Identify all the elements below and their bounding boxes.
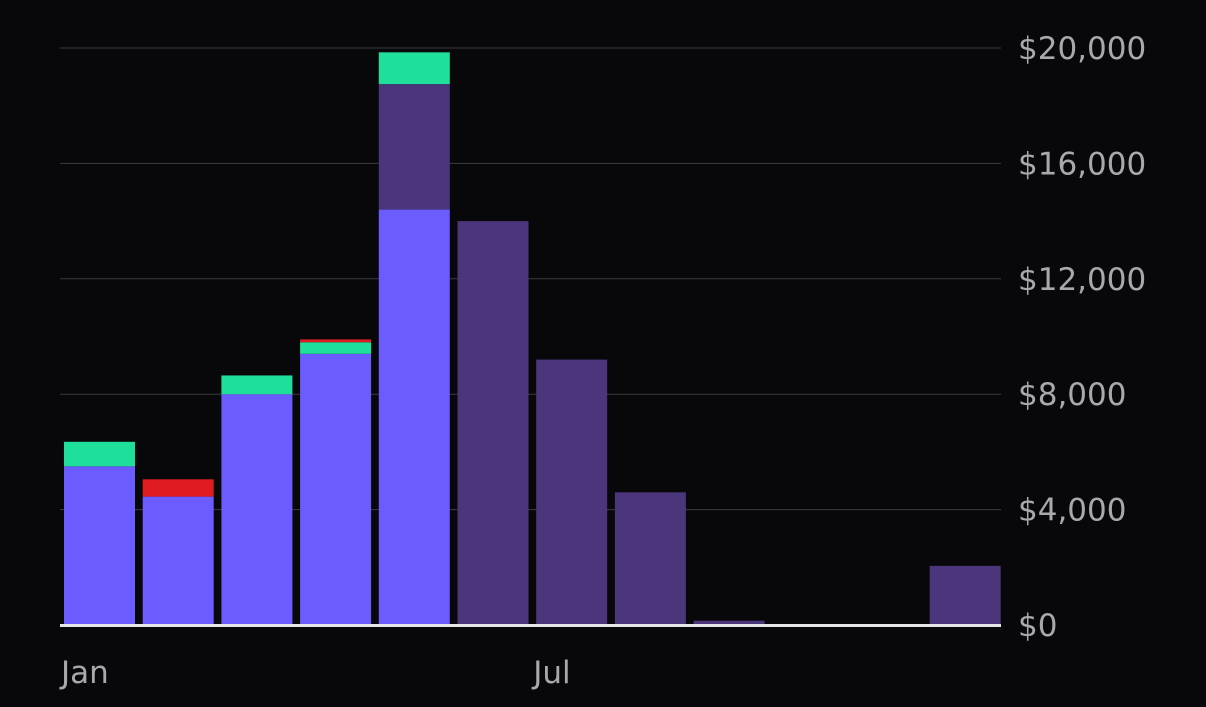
- bar-segment-aug-series-1: [614, 492, 686, 625]
- bar-segment-jan-series-2: [64, 441, 135, 467]
- bar-segment-apr-series-2: [300, 342, 372, 354]
- bar-segment-may-series-1: [378, 84, 450, 210]
- bar-segment-jun-series-1: [457, 221, 529, 625]
- bar-segment-sep-series-1: [693, 620, 765, 625]
- bar-segment-may-series-2: [378, 52, 450, 85]
- y-tick-label: $16,000: [1018, 146, 1146, 182]
- bar-segment-mar-series-2: [221, 375, 293, 395]
- y-tick-label: $8,000: [1018, 377, 1126, 413]
- gridlines: [60, 47, 1001, 511]
- x-tick-label: Jan: [59, 655, 109, 691]
- bar-segment-feb-series-0: [142, 496, 214, 625]
- bar-segment-jan-series-0: [64, 466, 135, 625]
- bar-segment-jul-series-1: [536, 359, 608, 625]
- bar-segment-apr-series-0: [300, 353, 372, 625]
- y-tick-label: $0: [1018, 608, 1057, 644]
- y-tick-label: $12,000: [1018, 262, 1146, 298]
- bar-segment-dec-series-1: [929, 565, 1001, 625]
- x-tick-label: Jul: [531, 655, 570, 691]
- bar-segment-apr-series-3: [300, 339, 372, 343]
- bars: [64, 52, 1001, 625]
- bar-segment-feb-series-3: [142, 479, 214, 497]
- y-tick-label: $4,000: [1018, 493, 1126, 529]
- bar-segment-may-series-0: [378, 209, 450, 625]
- y-tick-label: $20,000: [1018, 31, 1146, 67]
- x-axis-ticks: Jan Jul: [59, 655, 571, 691]
- y-axis-ticks: $0 $4,000 $8,000 $12,000 $16,000 $20,000: [1018, 31, 1146, 644]
- bar-segment-mar-series-0: [221, 394, 293, 625]
